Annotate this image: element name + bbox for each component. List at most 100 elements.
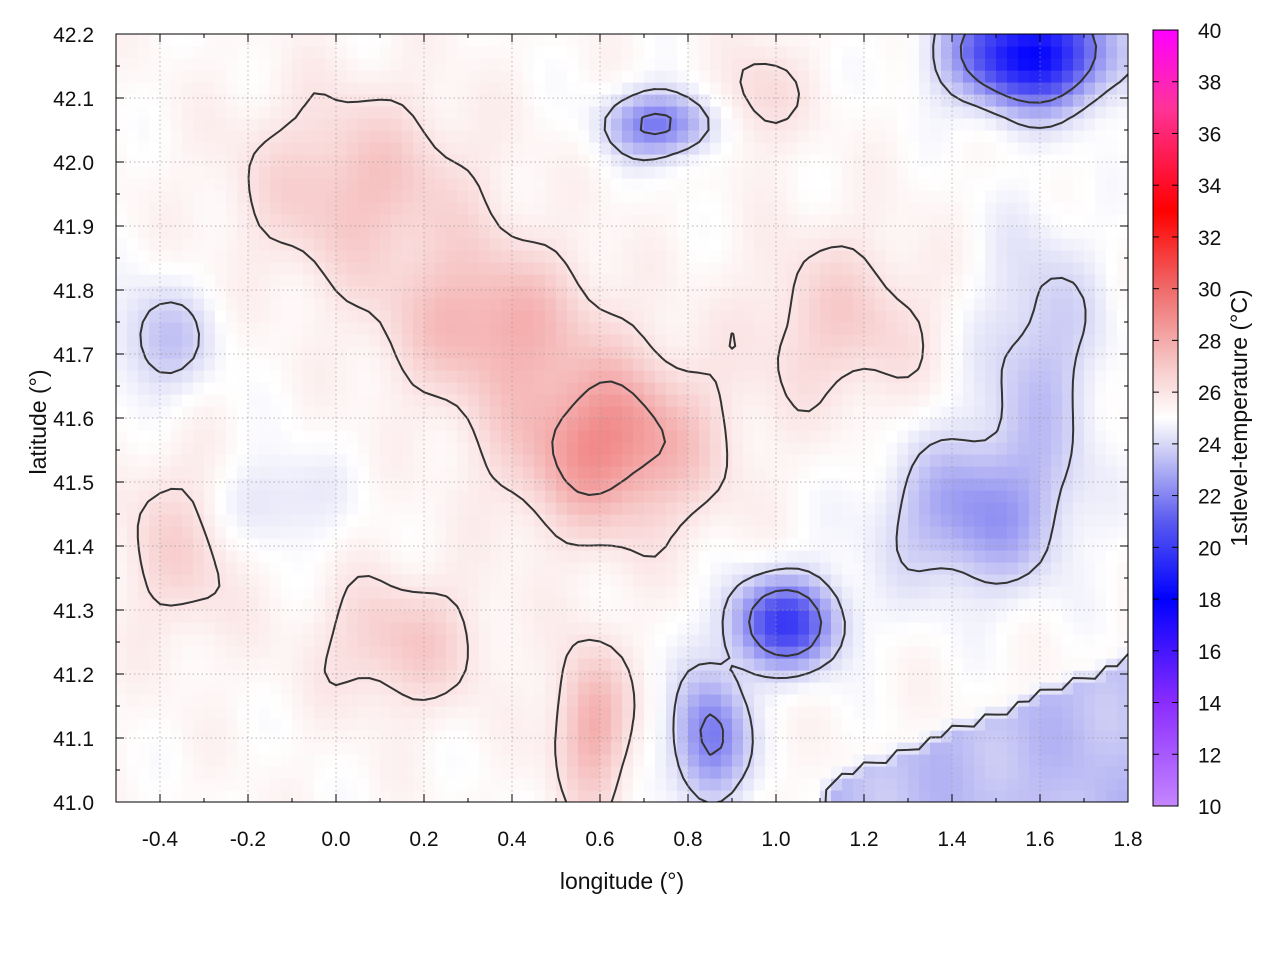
field-cell: [490, 262, 502, 275]
field-cell: [1040, 298, 1052, 311]
field-cell: [710, 250, 722, 263]
field-cell: [1040, 766, 1052, 779]
field-cell: [435, 430, 447, 443]
field-cell: [314, 778, 326, 791]
field-cell: [556, 262, 568, 275]
field-cell: [1117, 226, 1128, 239]
field-cell: [138, 718, 150, 731]
field-cell: [325, 682, 337, 695]
field-cell: [1073, 298, 1085, 311]
field-cell: [875, 370, 887, 383]
field-cell: [776, 694, 788, 707]
field-cell: [677, 538, 689, 551]
field-cell: [721, 730, 733, 743]
field-cell: [655, 694, 667, 707]
field-cell: [666, 550, 678, 563]
field-cell: [853, 778, 865, 791]
field-cell: [853, 226, 865, 239]
field-cell: [1029, 586, 1041, 599]
field-cell: [732, 250, 744, 263]
field-cell: [886, 190, 898, 203]
field-cell: [567, 634, 579, 647]
field-cell: [853, 634, 865, 647]
field-cell: [1117, 622, 1128, 635]
field-cell: [1040, 334, 1052, 347]
field-cell: [369, 166, 381, 179]
field-cell: [864, 454, 876, 467]
field-cell: [1106, 286, 1118, 299]
field-cell: [743, 358, 755, 371]
field-cell: [787, 274, 799, 287]
field-cell: [1029, 694, 1041, 707]
field-cell: [171, 694, 183, 707]
field-cell: [1051, 754, 1063, 767]
field-cell: [446, 622, 458, 635]
field-cell: [787, 550, 799, 563]
field-cell: [336, 562, 348, 575]
field-cell: [292, 718, 304, 731]
field-cell: [941, 730, 953, 743]
field-cell: [1106, 358, 1118, 371]
field-cell: [314, 154, 326, 167]
field-cell: [776, 586, 788, 599]
field-cell: [589, 730, 601, 743]
field-cell: [622, 358, 634, 371]
field-cell: [655, 598, 667, 611]
field-cell: [875, 694, 887, 707]
field-cell: [809, 682, 821, 695]
field-cell: [754, 370, 766, 383]
field-cell: [270, 586, 282, 599]
field-cell: [743, 286, 755, 299]
field-cell: [864, 658, 876, 671]
field-cell: [314, 562, 326, 575]
field-cell: [545, 298, 557, 311]
field-cell: [633, 490, 645, 503]
field-cell: [897, 334, 909, 347]
field-cell: [831, 418, 843, 431]
field-cell: [820, 514, 832, 527]
field-cell: [688, 538, 700, 551]
field-cell: [193, 514, 205, 527]
field-cell: [721, 334, 733, 347]
field-cell: [963, 562, 975, 575]
field-cell: [853, 286, 865, 299]
field-cell: [149, 610, 161, 623]
field-cell: [963, 790, 975, 802]
field-cell: [468, 634, 480, 647]
field-cell: [688, 334, 700, 347]
field-cell: [732, 382, 744, 395]
field-cell: [248, 646, 260, 659]
field-cell: [908, 706, 920, 719]
field-cell: [732, 226, 744, 239]
field-cell: [985, 166, 997, 179]
field-cell: [820, 250, 832, 263]
field-cell: [1095, 214, 1107, 227]
field-cell: [446, 322, 458, 335]
field-cell: [248, 430, 260, 443]
field-cell: [897, 694, 909, 707]
field-cell: [435, 334, 447, 347]
field-cell: [996, 538, 1008, 551]
field-cell: [424, 634, 436, 647]
field-cell: [897, 454, 909, 467]
field-cell: [358, 574, 370, 587]
field-cell: [864, 406, 876, 419]
field-cell: [611, 226, 623, 239]
field-cell: [578, 202, 590, 215]
field-cell: [468, 226, 480, 239]
field-cell: [567, 706, 579, 719]
field-cell: [391, 382, 403, 395]
field-cell: [754, 298, 766, 311]
field-cell: [820, 370, 832, 383]
field-cell: [1073, 238, 1085, 251]
field-cell: [655, 634, 667, 647]
field-cell: [864, 418, 876, 431]
field-cell: [842, 706, 854, 719]
field-cell: [116, 478, 128, 491]
field-cell: [424, 442, 436, 455]
field-cell: [171, 502, 183, 515]
field-cell: [160, 214, 172, 227]
field-cell: [930, 514, 942, 527]
field-cell: [666, 418, 678, 431]
field-cell: [952, 742, 964, 755]
